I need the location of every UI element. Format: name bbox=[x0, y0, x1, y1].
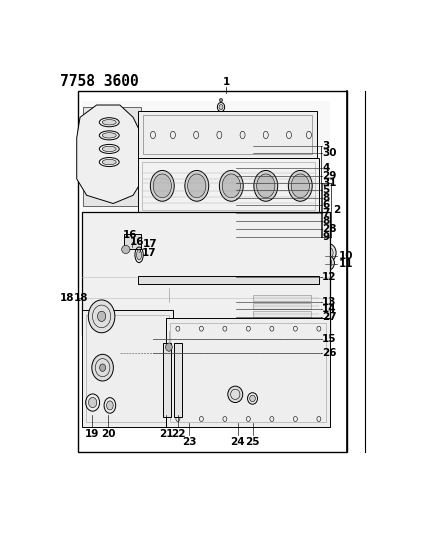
Ellipse shape bbox=[257, 174, 275, 198]
Bar bbox=[170, 324, 326, 422]
Ellipse shape bbox=[316, 263, 322, 271]
Text: 14: 14 bbox=[322, 304, 337, 314]
Bar bbox=[138, 158, 319, 214]
Ellipse shape bbox=[219, 104, 223, 109]
Ellipse shape bbox=[122, 245, 130, 254]
Bar bbox=[143, 163, 315, 209]
Bar bbox=[174, 343, 182, 417]
Ellipse shape bbox=[228, 386, 243, 402]
Text: 1: 1 bbox=[223, 77, 229, 87]
Ellipse shape bbox=[222, 174, 241, 198]
Text: 27: 27 bbox=[322, 312, 337, 322]
Ellipse shape bbox=[137, 249, 142, 260]
Text: 5: 5 bbox=[322, 185, 330, 196]
Polygon shape bbox=[77, 105, 143, 204]
Text: 9: 9 bbox=[322, 232, 329, 242]
Text: 18: 18 bbox=[59, 293, 74, 303]
Ellipse shape bbox=[254, 171, 278, 201]
Ellipse shape bbox=[250, 395, 256, 402]
Text: 31: 31 bbox=[322, 178, 337, 188]
Text: 17: 17 bbox=[143, 239, 157, 248]
Text: 13: 13 bbox=[322, 297, 337, 307]
Bar bbox=[138, 111, 317, 158]
Text: 16: 16 bbox=[122, 230, 137, 240]
Text: 12: 12 bbox=[322, 272, 337, 282]
Ellipse shape bbox=[100, 364, 106, 372]
Ellipse shape bbox=[89, 398, 97, 408]
Ellipse shape bbox=[291, 174, 309, 198]
Text: 16: 16 bbox=[130, 238, 144, 247]
Bar bbox=[166, 318, 330, 427]
Text: 8: 8 bbox=[322, 216, 330, 226]
Ellipse shape bbox=[288, 171, 312, 201]
Ellipse shape bbox=[88, 300, 115, 333]
Ellipse shape bbox=[322, 256, 334, 270]
Text: 18: 18 bbox=[74, 293, 89, 303]
Text: 19: 19 bbox=[84, 429, 99, 439]
Ellipse shape bbox=[102, 119, 116, 125]
Ellipse shape bbox=[153, 174, 172, 198]
Text: 20: 20 bbox=[101, 429, 116, 439]
Text: 28: 28 bbox=[322, 224, 337, 234]
Bar bbox=[82, 212, 330, 335]
Ellipse shape bbox=[98, 311, 106, 321]
Bar bbox=[163, 343, 171, 417]
Text: 4: 4 bbox=[322, 163, 330, 173]
Ellipse shape bbox=[102, 146, 116, 151]
Bar bbox=[78, 91, 347, 452]
Text: 30: 30 bbox=[322, 148, 337, 158]
Ellipse shape bbox=[102, 133, 116, 138]
Ellipse shape bbox=[308, 251, 330, 284]
Ellipse shape bbox=[219, 171, 243, 201]
Bar bbox=[138, 335, 319, 340]
Text: 17: 17 bbox=[141, 248, 156, 258]
Text: 25: 25 bbox=[245, 438, 260, 447]
Bar bbox=[253, 295, 311, 301]
Ellipse shape bbox=[107, 401, 113, 410]
Bar bbox=[253, 311, 311, 317]
Polygon shape bbox=[83, 107, 141, 206]
Ellipse shape bbox=[320, 244, 336, 262]
Text: 8: 8 bbox=[322, 193, 330, 203]
Text: 11: 11 bbox=[339, 259, 353, 269]
Text: 2: 2 bbox=[333, 205, 340, 215]
Ellipse shape bbox=[289, 227, 314, 261]
Ellipse shape bbox=[166, 343, 172, 351]
Bar bbox=[138, 276, 319, 284]
Ellipse shape bbox=[219, 99, 223, 102]
Ellipse shape bbox=[102, 159, 116, 165]
Text: 7758 3600: 7758 3600 bbox=[60, 74, 139, 89]
Bar bbox=[124, 234, 141, 249]
Text: 24: 24 bbox=[230, 438, 245, 447]
Bar bbox=[253, 303, 311, 309]
Bar bbox=[143, 115, 312, 154]
Text: 22: 22 bbox=[171, 429, 185, 439]
Bar bbox=[82, 101, 330, 228]
Text: 29: 29 bbox=[322, 171, 336, 181]
Text: 6: 6 bbox=[322, 200, 330, 210]
Text: 26: 26 bbox=[322, 348, 337, 358]
Ellipse shape bbox=[185, 171, 209, 201]
Ellipse shape bbox=[298, 240, 305, 248]
Bar bbox=[271, 214, 319, 277]
Text: 21: 21 bbox=[159, 429, 173, 439]
Text: 15: 15 bbox=[322, 334, 337, 344]
Text: 7: 7 bbox=[322, 207, 330, 217]
Ellipse shape bbox=[150, 171, 174, 201]
Bar bbox=[86, 315, 169, 422]
Ellipse shape bbox=[92, 354, 113, 381]
Text: 23: 23 bbox=[182, 438, 197, 447]
Text: 10: 10 bbox=[339, 251, 353, 261]
Ellipse shape bbox=[187, 174, 206, 198]
Bar bbox=[82, 310, 173, 427]
Text: 3: 3 bbox=[322, 141, 330, 151]
